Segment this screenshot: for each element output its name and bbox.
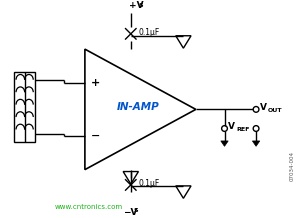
Text: +V: +V [129,1,144,10]
Text: S: S [138,3,143,8]
Polygon shape [123,172,138,184]
Text: 0.1μF: 0.1μF [138,28,160,37]
Text: −: − [91,131,100,141]
Text: IN-AMP: IN-AMP [117,102,160,112]
Text: 07034-004: 07034-004 [290,151,295,181]
Bar [14,72,35,142]
Text: S: S [134,208,138,213]
Text: 0.1μF: 0.1μF [138,179,160,189]
Polygon shape [176,186,191,198]
Polygon shape [221,141,228,146]
Text: V: V [228,122,235,131]
Text: +: + [91,78,100,88]
Text: −V: −V [123,208,138,217]
Text: OUT: OUT [268,108,282,113]
Text: www.cntronics.com: www.cntronics.com [54,204,123,210]
Polygon shape [85,49,196,170]
Text: REF: REF [236,127,249,132]
Polygon shape [176,36,191,48]
Text: V: V [260,103,267,112]
Polygon shape [252,141,260,146]
